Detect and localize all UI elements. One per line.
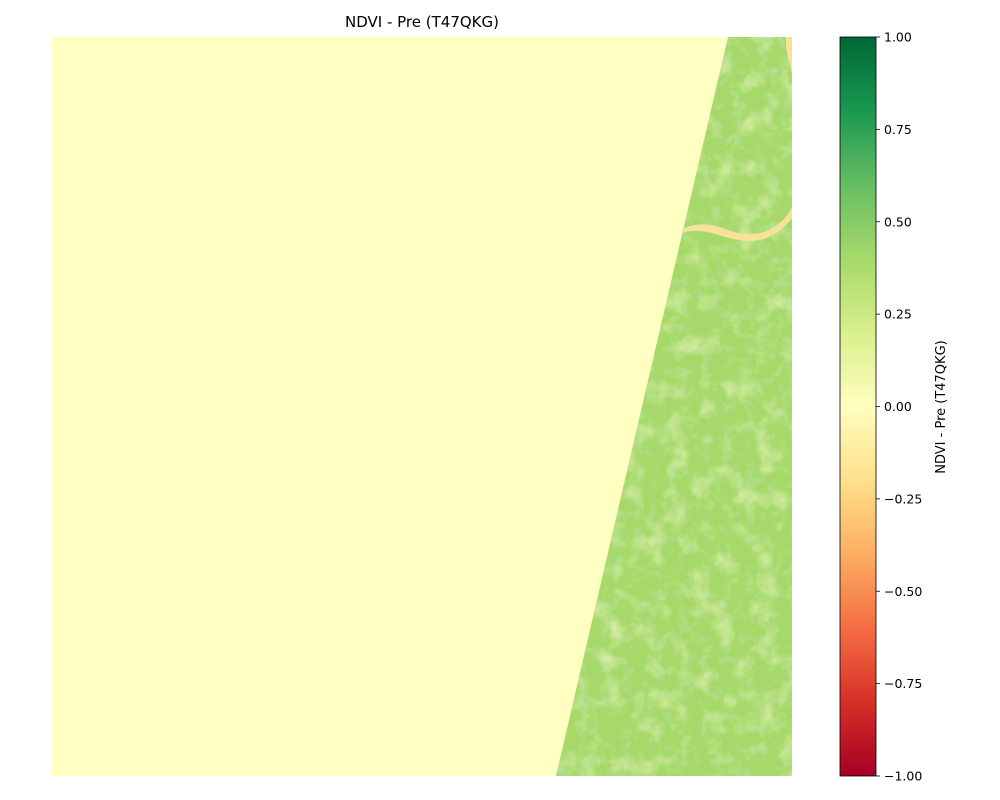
colorbar-tick-label: 0.25 <box>884 307 912 322</box>
colorbar-tick-label: −0.50 <box>884 584 922 599</box>
colorbar-gradient <box>840 37 876 776</box>
colorbar-tick-label: 0.50 <box>884 214 912 229</box>
colorbar-tick-label: 0.00 <box>884 399 912 414</box>
colorbar-label: NDVI - Pre (T47QKG) <box>934 340 949 473</box>
river-channel <box>683 208 792 241</box>
colorbar-tick-label: −0.75 <box>884 676 922 691</box>
colorbar-tick-label: −0.25 <box>884 491 922 506</box>
colorbar-tick-label: 0.75 <box>884 122 912 137</box>
chart-title: NDVI - Pre (T47QKG) <box>345 13 499 31</box>
colorbar-tick-label: 1.00 <box>884 30 912 45</box>
colorbar: 1.00 0.75 0.50 0.25 0.00 −0.25 −0.50 −0.75 −1.00… <box>839 30 949 784</box>
ndvi-heatmap <box>52 37 792 776</box>
river-upper <box>786 37 792 74</box>
colorbar-tick-label: −1.00 <box>884 769 922 784</box>
vegetation-texture-dark <box>556 37 792 776</box>
